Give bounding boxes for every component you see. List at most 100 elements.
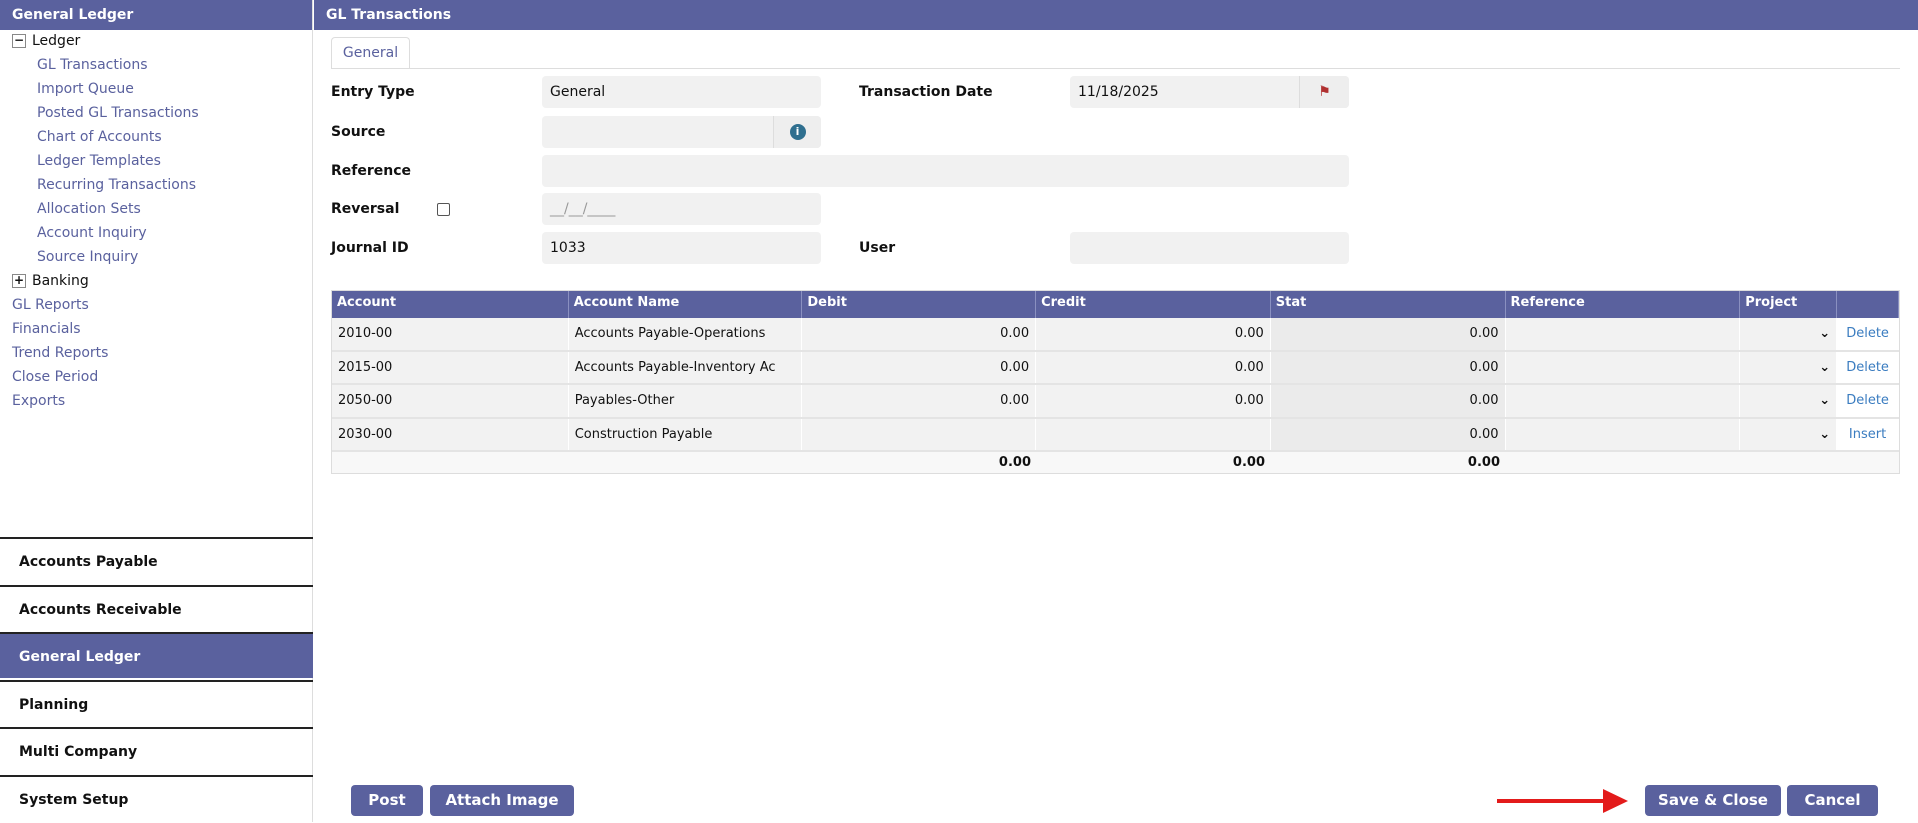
- cancel-button[interactable]: Cancel: [1787, 785, 1878, 816]
- module-nav-item[interactable]: System Setup: [0, 775, 313, 821]
- totals-row: 0.00 0.00 0.00: [332, 452, 1899, 473]
- row-action-link[interactable]: Delete: [1837, 318, 1900, 350]
- calendar-button[interactable]: ⚑: [1299, 76, 1349, 108]
- sidebar-link[interactable]: Trend Reports: [12, 345, 109, 361]
- sidebar-item[interactable]: Import Queue: [37, 81, 134, 97]
- credit-cell[interactable]: 0.00: [1036, 385, 1271, 417]
- chevron-down-icon: ⌄: [1819, 326, 1831, 341]
- credit-cell[interactable]: 0.00: [1036, 351, 1271, 383]
- sidebar-title: General Ledger: [0, 0, 312, 30]
- total-debit: 0.00: [998, 455, 1031, 470]
- column-header: Project: [1740, 291, 1838, 318]
- reference-cell[interactable]: [1505, 418, 1741, 450]
- expand-icon[interactable]: +: [12, 273, 26, 288]
- project-select[interactable]: ⌄: [1740, 418, 1838, 450]
- sidebar-link[interactable]: Exports: [12, 393, 66, 409]
- column-header: Account: [332, 291, 569, 318]
- entry-type-field[interactable]: General: [542, 76, 821, 108]
- post-button[interactable]: Post: [351, 785, 423, 816]
- module-nav-item[interactable]: General Ledger: [0, 632, 313, 679]
- stat-cell[interactable]: 0.00: [1270, 385, 1506, 417]
- reversal-checkbox[interactable]: [437, 203, 450, 216]
- sidebar-item[interactable]: Chart of Accounts: [37, 129, 162, 145]
- info-icon: i: [789, 124, 806, 140]
- sidebar-item[interactable]: Ledger Templates: [37, 153, 161, 169]
- project-select[interactable]: ⌄: [1740, 351, 1838, 383]
- column-header: Stat: [1271, 291, 1506, 318]
- user-field[interactable]: [1070, 232, 1349, 264]
- debit-cell[interactable]: 0.00: [802, 318, 1037, 350]
- column-header: Credit: [1036, 291, 1271, 318]
- journal-id-label: Journal ID: [331, 240, 409, 256]
- total-credit: 0.00: [1232, 455, 1265, 470]
- reference-cell[interactable]: [1505, 385, 1741, 417]
- tree-ledger[interactable]: − Ledger: [12, 29, 80, 53]
- row-action-link[interactable]: Insert: [1837, 418, 1900, 450]
- tab-general[interactable]: General: [331, 37, 410, 69]
- chevron-down-icon: ⌄: [1819, 393, 1831, 408]
- user-label: User: [859, 240, 896, 256]
- reference-field[interactable]: [542, 155, 1349, 187]
- sidebar-link[interactable]: GL Reports: [12, 297, 89, 313]
- column-header: [1837, 291, 1900, 318]
- chevron-down-icon: ⌄: [1819, 426, 1831, 442]
- account-name-cell: Accounts Payable-Inventory Ac: [568, 351, 803, 383]
- column-header: Account Name: [569, 291, 803, 318]
- debit-cell[interactable]: 0.00: [802, 385, 1037, 417]
- total-stat: 0.00: [1467, 455, 1500, 470]
- sidebar: General Ledger: [0, 0, 313, 822]
- transaction-date-value: 11/18/2025: [1078, 84, 1159, 100]
- sidebar-link[interactable]: Close Period: [12, 369, 99, 385]
- credit-cell[interactable]: [1036, 418, 1271, 450]
- entry-type-label: Entry Type: [331, 84, 415, 100]
- tree-ledger-label: Ledger: [32, 33, 81, 49]
- stat-cell[interactable]: 0.00: [1270, 351, 1506, 383]
- flag-icon: ⚑: [1318, 84, 1331, 100]
- account-name-cell: Accounts Payable-Operations: [568, 318, 803, 350]
- reference-cell[interactable]: [1505, 318, 1741, 350]
- debit-cell[interactable]: [802, 418, 1037, 450]
- sidebar-item[interactable]: Recurring Transactions: [37, 177, 197, 193]
- project-select[interactable]: ⌄: [1740, 385, 1838, 417]
- attach-image-button[interactable]: Attach Image: [430, 785, 574, 816]
- source-label: Source: [331, 124, 386, 140]
- module-nav-item[interactable]: Accounts Receivable: [0, 584, 313, 631]
- account-cell[interactable]: 2030-00: [332, 418, 569, 450]
- sidebar-item[interactable]: GL Transactions: [37, 57, 148, 73]
- row-action-link[interactable]: Delete: [1837, 351, 1900, 383]
- save-close-button[interactable]: Save & Close: [1645, 785, 1781, 816]
- credit-cell[interactable]: 0.00: [1036, 318, 1271, 350]
- chevron-down-icon: ⌄: [1819, 359, 1831, 375]
- table-row: 2010-00 Accounts Payable-Operations 0.00…: [332, 318, 1900, 352]
- debit-cell[interactable]: 0.00: [802, 351, 1037, 383]
- table-row: 2050-00 Payables-Other 0.00 0.00 0.00 ⌄ …: [332, 385, 1900, 419]
- annotation-arrow-icon: [1497, 789, 1628, 813]
- stat-cell[interactable]: 0.00: [1270, 318, 1506, 350]
- sidebar-link[interactable]: Financials: [12, 321, 81, 337]
- page-title: GL Transactions: [314, 0, 1918, 30]
- account-cell[interactable]: 2010-00: [332, 318, 569, 350]
- reversal-label: Reversal: [331, 201, 400, 217]
- sidebar-item[interactable]: Allocation Sets: [37, 201, 141, 217]
- module-nav-item[interactable]: Planning: [0, 679, 313, 726]
- table-row: 2030-00 Construction Payable 0.00 ⌄ Inse…: [332, 418, 1900, 452]
- tab-divider: [331, 68, 1900, 69]
- account-cell[interactable]: 2015-00: [332, 351, 569, 383]
- account-cell[interactable]: 2050-00: [332, 385, 569, 417]
- sidebar-item[interactable]: Posted GL Transactions: [37, 105, 199, 121]
- collapse-icon[interactable]: −: [12, 33, 26, 48]
- transaction-date-label: Transaction Date: [859, 84, 993, 100]
- account-name-cell: Payables-Other: [568, 385, 803, 417]
- journal-id-field[interactable]: 1033: [542, 232, 821, 264]
- module-nav-item[interactable]: Accounts Payable: [0, 537, 313, 583]
- sidebar-item[interactable]: Account Inquiry: [37, 225, 147, 241]
- stat-cell[interactable]: 0.00: [1270, 418, 1506, 450]
- module-nav-item[interactable]: Multi Company: [0, 727, 313, 773]
- reversal-date-field[interactable]: __/__/____: [542, 193, 821, 225]
- tree-banking[interactable]: + Banking: [12, 269, 89, 293]
- source-info-button[interactable]: i: [773, 116, 821, 148]
- row-action-link[interactable]: Delete: [1837, 385, 1900, 417]
- project-select[interactable]: ⌄: [1740, 318, 1838, 350]
- reference-cell[interactable]: [1505, 351, 1741, 383]
- sidebar-item[interactable]: Source Inquiry: [37, 249, 139, 265]
